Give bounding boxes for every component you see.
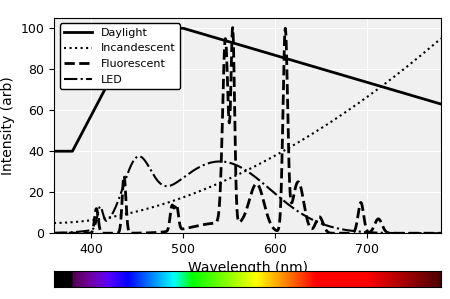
Legend: Daylight, Incandescent, Fluorescent, LED: Daylight, Incandescent, Fluorescent, LED — [59, 24, 180, 89]
X-axis label: Wavelength (nm): Wavelength (nm) — [188, 262, 307, 275]
Y-axis label: Intensity (arb): Intensity (arb) — [1, 76, 15, 175]
